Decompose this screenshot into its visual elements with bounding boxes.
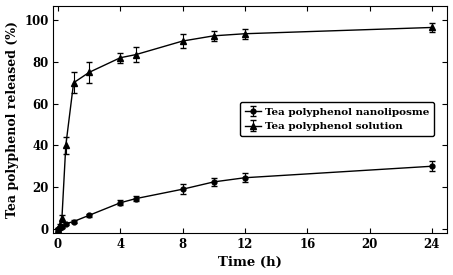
Legend: Tea polyphenol nanoliposme, Tea polyphenol solution: Tea polyphenol nanoliposme, Tea polyphen… [240, 102, 434, 136]
Y-axis label: Tea polyphenol released (%): Tea polyphenol released (%) [5, 21, 19, 218]
X-axis label: Time (h): Time (h) [218, 257, 282, 269]
